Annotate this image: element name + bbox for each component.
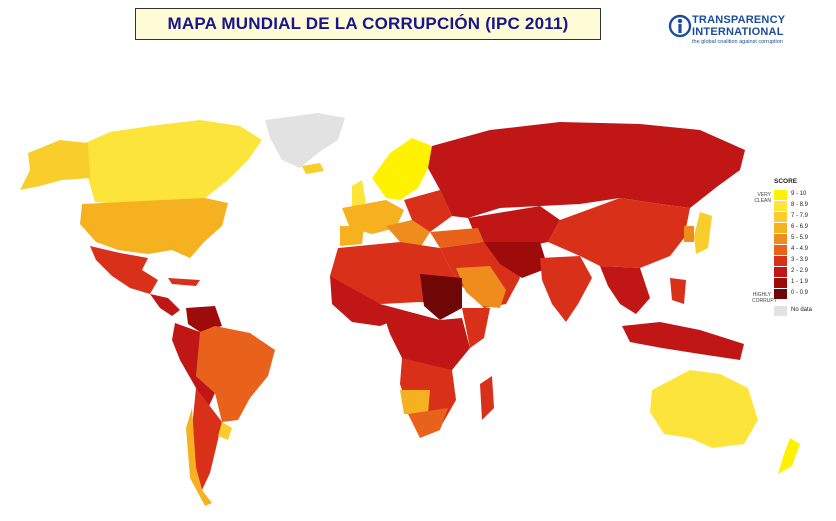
region-australia (650, 370, 758, 448)
region-mexico (90, 246, 158, 294)
logo-text-international: INTERNATIONAL (692, 26, 784, 38)
region-chile (186, 408, 212, 506)
legend-label: 2 - 2.9 (791, 268, 809, 274)
legend-swatch (774, 245, 787, 255)
region-china (548, 198, 690, 268)
legend-item: 2 - 2.9 (774, 267, 834, 277)
world-corruption-map (20, 113, 800, 506)
region-philippines (670, 278, 686, 304)
region-argentina (192, 388, 222, 490)
region-andes (172, 323, 215, 408)
legend-swatch (774, 289, 787, 299)
region-west-africa (330, 276, 400, 326)
map-title: MAPA MUNDIAL DE LA CORRUPCIÓN (IPC 2011) (167, 14, 569, 33)
region-southeast-asia (600, 266, 650, 314)
legend-item: 6 - 6.9 (774, 223, 834, 233)
legend-swatch (774, 278, 787, 288)
region-cuba (168, 278, 200, 286)
legend-item: No data (774, 306, 834, 316)
region-south-africa (408, 408, 448, 438)
legend-label: 1 - 1.9 (791, 279, 809, 285)
region-new-zealand (778, 438, 800, 474)
region-iran-afg (484, 242, 548, 278)
legend-swatch (774, 223, 787, 233)
legend-label: No data (791, 307, 813, 313)
region-italy-balkans (386, 220, 430, 248)
region-uk (352, 180, 366, 208)
region-botswana-namibia (400, 390, 430, 414)
legend-title: SCORE (774, 178, 798, 185)
legend-label: 8 - 8.9 (791, 202, 809, 208)
region-iceland (302, 163, 324, 174)
legend-swatch (774, 306, 787, 316)
region-east-africa (462, 308, 490, 348)
globe-person-icon (668, 14, 692, 38)
legend-label: 5 - 5.9 (791, 235, 809, 241)
legend-label: 3 - 3.9 (791, 257, 809, 263)
region-sudan (420, 274, 462, 320)
region-scandinavia (372, 138, 432, 200)
region-central-america (150, 294, 180, 316)
region-indonesia (622, 322, 744, 360)
region-central-asia (468, 206, 560, 250)
legend-swatch (774, 190, 787, 200)
region-korea (684, 226, 694, 242)
transparency-international-logo: TRANSPARENCY INTERNATIONAL the global co… (668, 12, 798, 48)
legend-item: 4 - 4.9 (774, 245, 834, 255)
logo-tagline: the global coalition against corruption (692, 39, 783, 45)
region-venezuela (186, 306, 222, 332)
region-alaska (20, 140, 90, 190)
legend-label: 6 - 6.9 (791, 224, 809, 230)
score-legend: SCORE VERY CLEAN HIGHLY CORRUPT 9 - 10 8 … (752, 178, 832, 328)
legend-swatch (774, 201, 787, 211)
region-saudi (456, 266, 506, 308)
legend-item: 8 - 8.9 (774, 201, 834, 211)
legend-label: 7 - 7.9 (791, 213, 809, 219)
region-madagascar (480, 376, 494, 420)
legend-item: 9 - 10 (774, 190, 834, 200)
legend-swatch (774, 256, 787, 266)
region-india (540, 256, 592, 322)
legend-very-clean-label: VERY CLEAN (754, 192, 771, 204)
map-title-box: MAPA MUNDIAL DE LA CORRUPCIÓN (IPC 2011) (135, 8, 601, 40)
legend-label: 4 - 4.9 (791, 246, 809, 252)
logo-text-transparency: TRANSPARENCY (692, 14, 786, 26)
region-russia (428, 122, 745, 218)
region-greenland (265, 113, 345, 168)
legend-item: 5 - 5.9 (774, 234, 834, 244)
region-canada (70, 120, 262, 204)
region-central-africa (380, 304, 470, 374)
legend-highly-corrupt-label: HIGHLY CORRUPT (752, 292, 777, 304)
region-uruguay (218, 422, 232, 440)
region-japan (694, 212, 712, 254)
legend-item: 0 - 0.9 (774, 289, 834, 299)
legend-swatch (774, 267, 787, 277)
region-turkey (430, 228, 484, 248)
region-usa (80, 198, 228, 258)
region-east-europe (404, 190, 452, 232)
legend-item: 3 - 3.9 (774, 256, 834, 266)
region-brazil (188, 326, 275, 422)
legend-item: 1 - 1.9 (774, 278, 834, 288)
region-iberia (340, 226, 364, 246)
legend-swatch (774, 234, 787, 244)
legend-item: 7 - 7.9 (774, 212, 834, 222)
legend-swatch (774, 212, 787, 222)
legend-label: 9 - 10 (791, 191, 807, 197)
legend-label: 0 - 0.9 (791, 290, 809, 296)
